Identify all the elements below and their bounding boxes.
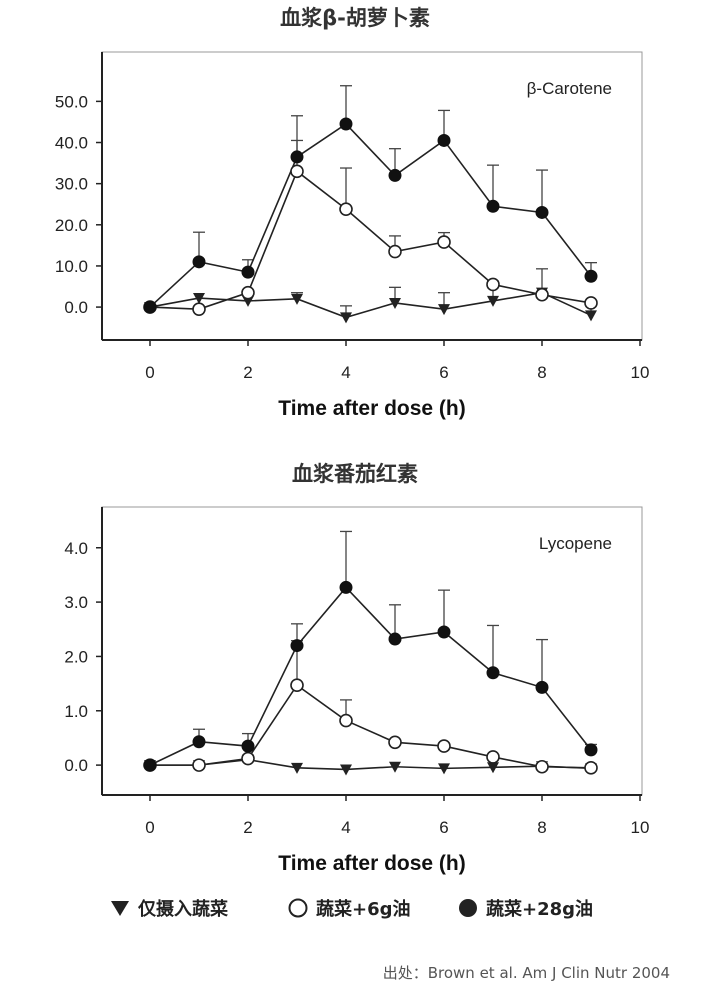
y-tick-label: 10.0 [55, 257, 88, 276]
data-point-open-circle [437, 739, 451, 753]
data-point-open-circle [192, 302, 206, 316]
data-point-triangle [340, 764, 352, 776]
legend: 仅摄入蔬菜 蔬菜+6g油 蔬菜+28g油 [108, 895, 668, 925]
triangle-down-icon [111, 901, 129, 916]
data-point-triangle [193, 293, 205, 305]
data-point-filled-circle [437, 133, 451, 147]
lycopene-chart: 0.0 1.0 2.0 3.0 4.0 0 2 4 6 8 10 Time after dose (h… [64, 506, 650, 875]
x-tick-label: 0 [145, 363, 154, 382]
data-point-filled-circle [437, 625, 451, 639]
data-point-filled-circle [192, 255, 206, 269]
data-point-filled-circle [143, 758, 157, 772]
data-point-filled-circle [535, 205, 549, 219]
data-point-open-circle [192, 758, 206, 772]
y-tick-label: 30.0 [55, 175, 88, 194]
x-tick-label: 8 [537, 363, 546, 382]
data-point-open-circle [486, 750, 500, 764]
data-point-filled-circle [143, 300, 157, 314]
x-axis-label: Time after dose (h) [278, 852, 465, 875]
series-line [149, 122, 592, 308]
source-citation: 出处：Brown et al. Am J Clin Nutr 2004 [382, 964, 670, 982]
chart-title-beta-carotene: 血浆β-胡萝卜素 [280, 6, 430, 30]
data-point-triangle [487, 762, 499, 774]
data-point-open-circle [339, 713, 353, 728]
x-tick-label: 10 [631, 818, 650, 837]
chart-annotation: Lycopene [539, 534, 612, 553]
data-point-open-circle [388, 244, 402, 259]
open-circle-icon [288, 898, 308, 918]
x-tick-label: 10 [631, 363, 650, 382]
data-point-open-circle [290, 164, 304, 179]
data-point-filled-circle [290, 639, 304, 653]
data-point-open-circle [339, 202, 353, 216]
data-point-filled-circle [192, 735, 206, 749]
chart-annotation: β-Carotene [527, 79, 612, 98]
data-point-filled-circle [388, 168, 402, 182]
data-point-filled-circle [388, 632, 402, 646]
data-point-triangle [291, 293, 303, 305]
data-point-filled-circle [339, 580, 353, 594]
x-tick-label: 2 [243, 363, 252, 382]
data-point-open-circle [535, 759, 549, 774]
data-point-open-circle [535, 287, 549, 302]
data-point-filled-circle [486, 666, 500, 680]
data-point-open-circle [241, 751, 255, 766]
data-point-open-circle [437, 235, 451, 249]
x-tick-label: 2 [243, 818, 252, 837]
beta-carotene-chart: 0.0 10.0 20.0 30.0 40.0 50.0 0 2 4 6 8 10 Time after… [55, 51, 650, 420]
filled-circle-icon [459, 899, 477, 917]
x-tick-label: 4 [341, 818, 350, 837]
x-tick-label: 8 [537, 818, 546, 837]
data-point-triangle [585, 310, 597, 322]
legend-item-vegetables-only: 仅摄入蔬菜 [108, 895, 228, 921]
legend-label: 蔬菜+28g油 [486, 899, 594, 920]
series-line [149, 170, 592, 310]
data-point-filled-circle [339, 117, 353, 131]
data-point-filled-circle [584, 743, 598, 757]
chart-title-lycopene: 血浆番茄红素 [292, 462, 418, 486]
legend-label: 仅摄入蔬菜 [138, 899, 228, 920]
x-tick-label: 4 [341, 363, 350, 382]
y-tick-label: 3.0 [64, 593, 88, 612]
data-point-open-circle [584, 296, 598, 310]
legend-label: 蔬菜+6g油 [316, 899, 411, 920]
series-line [149, 586, 592, 766]
y-tick-label: 0.0 [64, 756, 88, 775]
legend-item-vegetables-28g-oil: 蔬菜+28g油 [456, 895, 593, 921]
data-point-triangle [291, 762, 303, 774]
x-tick-label: 6 [439, 363, 448, 382]
legend-item-vegetables-6g-oil: 蔬菜+6g油 [286, 895, 411, 921]
data-point-open-circle [388, 735, 402, 750]
data-point-filled-circle [241, 265, 255, 279]
y-tick-label: 20.0 [55, 216, 88, 235]
y-tick-label: 0.0 [64, 298, 88, 317]
series-line [150, 758, 592, 771]
data-point-triangle [389, 297, 401, 309]
series-line [149, 291, 592, 319]
data-point-open-circle [241, 285, 255, 300]
y-tick-label: 40.0 [55, 134, 88, 153]
data-point-filled-circle [535, 680, 549, 694]
x-tick-label: 6 [439, 818, 448, 837]
data-point-filled-circle [584, 269, 598, 283]
x-tick-label: 0 [145, 818, 154, 837]
data-point-triangle [438, 304, 450, 316]
y-tick-label: 4.0 [64, 539, 88, 558]
data-point-triangle [438, 763, 450, 775]
y-tick-label: 1.0 [64, 702, 88, 721]
data-point-open-circle [486, 277, 500, 292]
y-tick-label: 2.0 [64, 647, 88, 666]
data-point-open-circle [290, 678, 304, 693]
data-point-triangle [487, 295, 499, 307]
data-point-filled-circle [241, 739, 255, 753]
data-point-open-circle [584, 761, 598, 775]
data-point-triangle [340, 312, 352, 324]
data-point-filled-circle [290, 150, 304, 164]
x-axis-label: Time after dose (h) [278, 397, 465, 420]
series-line [150, 684, 592, 769]
y-tick-label: 50.0 [55, 92, 88, 111]
data-point-triangle [389, 761, 401, 773]
data-point-filled-circle [486, 199, 500, 213]
